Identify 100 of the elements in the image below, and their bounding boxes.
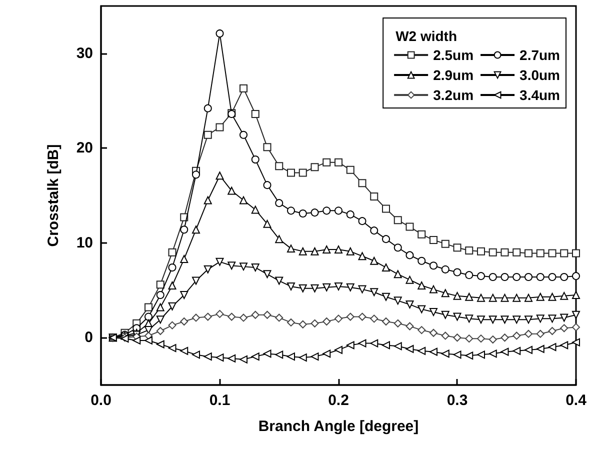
point — [406, 344, 414, 353]
point — [322, 158, 331, 166]
point — [251, 110, 260, 118]
point — [560, 272, 568, 281]
x-tick-label: 0.2 — [328, 392, 349, 409]
point — [441, 289, 450, 298]
point — [216, 258, 224, 266]
point — [192, 314, 200, 322]
point — [382, 235, 390, 244]
legend-label: 3.2um — [433, 87, 474, 103]
point — [228, 186, 236, 195]
point — [263, 220, 272, 228]
point — [394, 216, 402, 224]
point — [441, 265, 450, 274]
point — [322, 318, 331, 326]
point — [418, 326, 426, 334]
point — [156, 290, 164, 299]
point — [204, 265, 212, 274]
point — [465, 334, 474, 343]
point — [430, 285, 438, 294]
point — [216, 29, 224, 38]
point — [548, 292, 556, 301]
point — [156, 280, 164, 289]
point — [287, 282, 295, 290]
point — [228, 312, 236, 321]
point — [548, 343, 556, 352]
point — [322, 206, 331, 215]
point — [430, 236, 438, 244]
point — [310, 247, 319, 256]
point — [406, 276, 414, 284]
x-axis-title: Branch Angle [degree] — [258, 418, 419, 435]
point — [275, 162, 284, 170]
point — [275, 276, 284, 285]
point — [406, 300, 414, 308]
x-tick-label: 0.4 — [566, 392, 588, 409]
x-tick-label: 0.3 — [446, 392, 468, 409]
point — [488, 294, 497, 302]
point — [263, 270, 272, 278]
point — [512, 346, 521, 355]
point — [536, 249, 544, 258]
point — [572, 338, 580, 346]
point — [144, 336, 152, 344]
y-tick-label: 10 — [76, 234, 93, 252]
point — [204, 196, 212, 204]
point — [536, 292, 544, 301]
point — [275, 314, 284, 322]
point — [382, 292, 390, 301]
point — [346, 166, 354, 174]
point — [512, 248, 521, 256]
point — [382, 341, 390, 350]
point — [358, 339, 366, 348]
legend-label: 2.5um — [433, 47, 474, 63]
point — [536, 272, 544, 281]
point — [560, 249, 568, 258]
point — [228, 354, 236, 362]
point — [310, 163, 319, 172]
point — [524, 330, 532, 338]
point — [192, 170, 200, 179]
point — [251, 264, 260, 272]
point — [465, 314, 474, 323]
point — [358, 179, 366, 188]
point — [334, 346, 342, 354]
point — [465, 352, 474, 360]
point — [441, 332, 450, 340]
point — [382, 204, 390, 213]
point — [441, 310, 450, 319]
point — [488, 248, 497, 256]
point — [394, 270, 402, 278]
point — [418, 282, 426, 290]
legend-title: W2 width — [396, 28, 458, 44]
point — [168, 344, 176, 352]
point — [406, 251, 414, 260]
y-tick-label: 0 — [84, 329, 93, 346]
point — [168, 302, 176, 310]
point — [406, 222, 414, 231]
point — [477, 247, 485, 256]
point — [394, 244, 402, 252]
point — [430, 348, 438, 356]
point — [298, 210, 307, 218]
point — [358, 252, 366, 260]
point — [548, 272, 556, 281]
point — [346, 247, 354, 256]
point — [572, 323, 580, 332]
x-tick-label: 0.1 — [209, 392, 230, 409]
point — [418, 346, 426, 355]
point — [572, 310, 580, 319]
point — [430, 262, 438, 270]
point — [500, 334, 509, 342]
legend-label: 3.0um — [520, 67, 560, 83]
point — [477, 334, 485, 343]
point — [240, 355, 248, 364]
point — [477, 272, 485, 280]
point — [310, 284, 319, 292]
point — [512, 272, 521, 281]
point — [524, 316, 532, 324]
point — [310, 208, 319, 217]
point — [275, 199, 284, 208]
point — [346, 283, 354, 292]
point — [477, 316, 485, 324]
point — [310, 319, 319, 328]
